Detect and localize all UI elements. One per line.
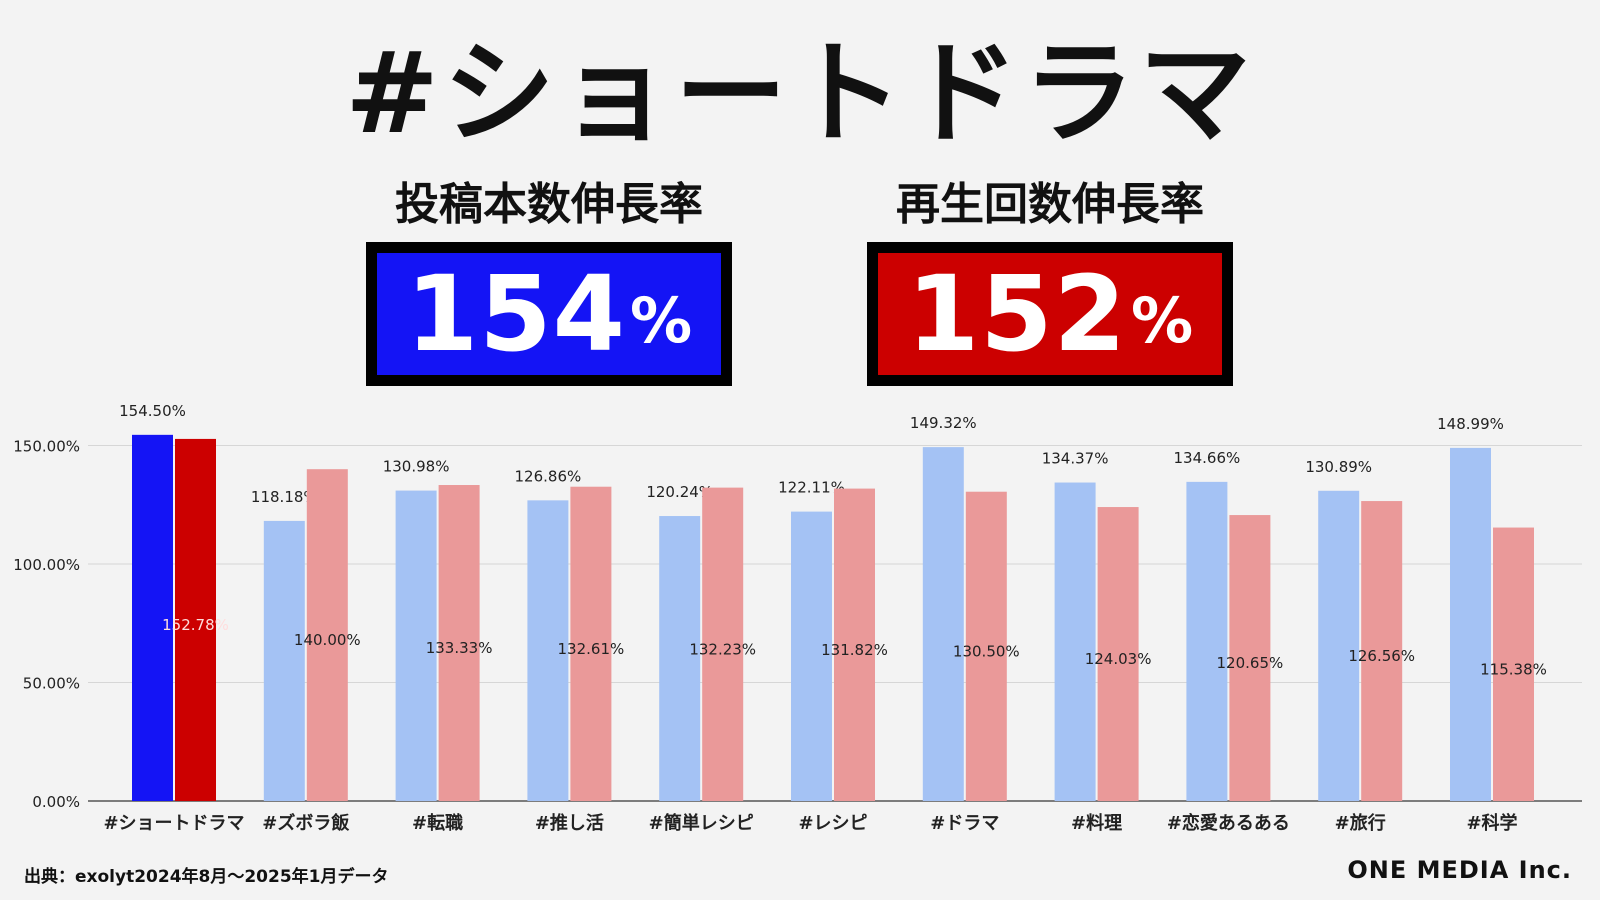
bar-views-growth xyxy=(1097,507,1139,801)
x-category-label: #簡単レシピ xyxy=(649,812,754,834)
bar-label-posts: 149.32% xyxy=(910,414,977,432)
kpi-views-value: 152 xyxy=(906,253,1127,375)
x-category-label: #レシピ xyxy=(798,813,867,834)
x-category-label: #推し活 xyxy=(535,812,604,834)
kpi-posts-value: 154 xyxy=(405,253,626,375)
bar-label-posts: 126.86% xyxy=(515,467,582,485)
bar-label-views: 126.56% xyxy=(1348,647,1415,665)
bar-label-views: 132.23% xyxy=(689,640,756,658)
bar-views-growth xyxy=(306,469,348,801)
x-category-label: #恋愛あるある xyxy=(1167,812,1290,834)
source-note: 出典：exolyt2024年8月〜2025年1月データ xyxy=(24,867,389,887)
y-tick-label: 50.00% xyxy=(23,675,80,693)
bar-posts-growth xyxy=(791,511,832,801)
bar-label-posts: 118.18% xyxy=(251,488,318,506)
bar-posts-growth xyxy=(263,520,305,801)
bar-posts-growth xyxy=(1450,447,1491,801)
bar-views-growth xyxy=(702,487,744,801)
x-category-label: #ドラマ xyxy=(930,813,999,834)
bar-posts-growth xyxy=(659,516,701,801)
bar-label-views: 115.38% xyxy=(1480,660,1547,678)
page-title: #ショートドラマ xyxy=(345,29,1255,159)
bar-posts-growth xyxy=(395,490,437,801)
bar-views-growth xyxy=(438,485,480,801)
bar-label-posts: 154.50% xyxy=(119,402,186,420)
kpi-views-box: 152% xyxy=(867,242,1233,386)
bar-label-views: 130.50% xyxy=(953,642,1020,660)
x-category-label: #ズボラ飯 xyxy=(262,812,349,834)
bar-label-posts: 130.98% xyxy=(383,458,450,476)
company-name: ONE MEDIA Inc. xyxy=(1347,856,1572,884)
bar-posts-growth xyxy=(527,500,569,801)
bar-label-views: 140.00% xyxy=(294,631,361,649)
kpi-posts-panel: 154% xyxy=(377,253,721,375)
kpi-posts-box: 154% xyxy=(366,242,732,386)
growth-bar-chart: 0.00% 50.00% 100.00% 150.00% 154.50% 152.78% #… xyxy=(13,402,1582,834)
bar-views-growth xyxy=(175,438,216,801)
bar-views-growth xyxy=(1493,527,1534,801)
bar-posts-growth xyxy=(1318,490,1360,801)
bar-label-posts: 134.66% xyxy=(1174,449,1241,467)
bar-label-posts: 122.11% xyxy=(778,479,845,497)
bar-posts-growth xyxy=(1054,482,1096,801)
x-category-label: #転職 xyxy=(412,812,463,834)
kpi-views-panel: 152% xyxy=(878,253,1222,375)
bar-label-views: 124.03% xyxy=(1085,650,1152,668)
bar-label-posts: 148.99% xyxy=(1437,415,1504,433)
y-tick-label: 100.00% xyxy=(13,556,80,574)
y-tick-label: 150.00% xyxy=(13,438,80,456)
bar-views-growth xyxy=(1229,515,1271,801)
bar-label-posts: 134.37% xyxy=(1042,450,1109,468)
bar-views-growth xyxy=(1361,501,1403,801)
y-tick-label: 0.00% xyxy=(32,793,80,811)
bar-label-views: 133.33% xyxy=(426,639,493,657)
bar-label-views: 120.65% xyxy=(1217,654,1284,672)
bar-posts-growth xyxy=(132,434,173,801)
x-category-label: #料理 xyxy=(1071,812,1122,834)
bar-label-views: 131.82% xyxy=(821,641,888,659)
kpi-views-unit: % xyxy=(1130,284,1194,357)
bar-label-views: 152.78% xyxy=(162,616,229,634)
x-category-label: #ショートドラマ xyxy=(103,813,244,834)
bar-views-growth xyxy=(834,488,875,801)
bar-label-views: 132.61% xyxy=(558,640,625,658)
x-category-label: #旅行 xyxy=(1335,812,1386,834)
bar-views-growth xyxy=(965,491,1007,801)
bar-posts-growth xyxy=(922,447,964,801)
kpi-posts-label: 投稿本数伸長率 xyxy=(395,179,703,230)
bar-views-growth xyxy=(570,486,612,801)
bar-label-posts: 120.24% xyxy=(646,483,713,501)
bar-label-posts: 130.89% xyxy=(1305,458,1372,476)
kpi-posts-unit: % xyxy=(629,284,693,357)
kpi-views-label: 再生回数伸長率 xyxy=(896,179,1204,230)
bar-posts-growth xyxy=(1186,481,1228,801)
x-category-label: #科学 xyxy=(1466,812,1517,834)
